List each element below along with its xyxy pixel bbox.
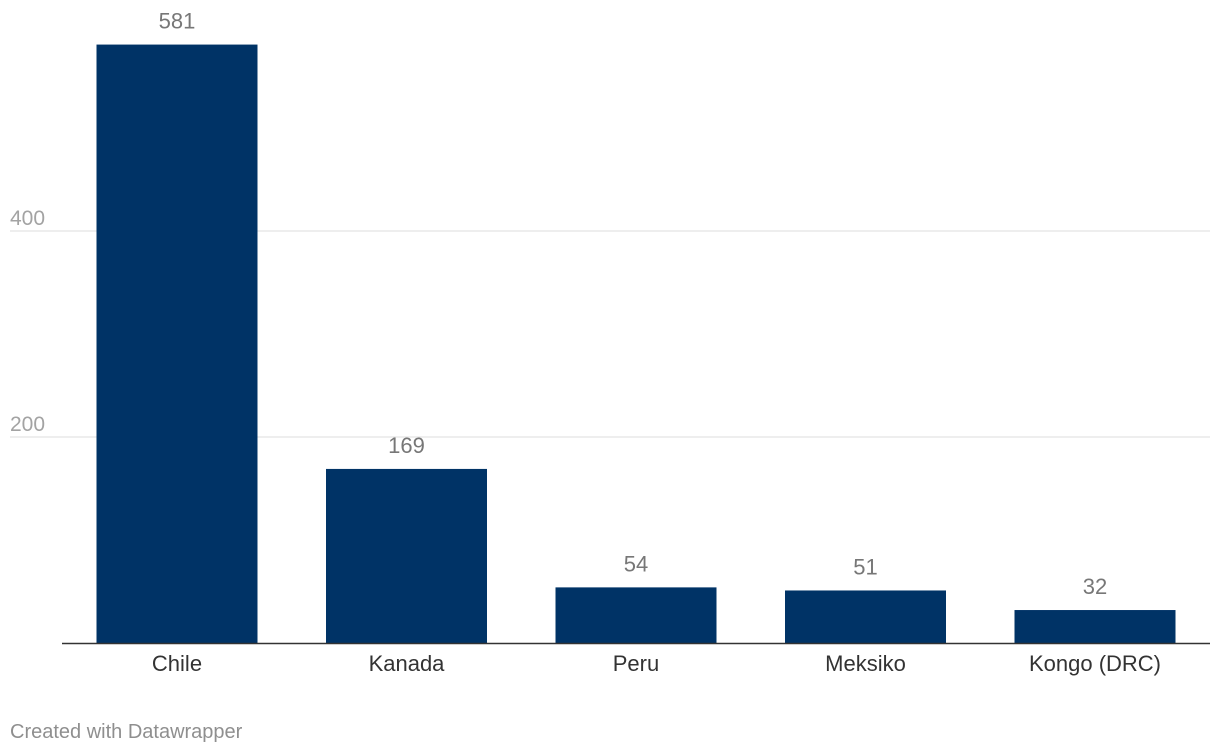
- data-label-chile: 581: [159, 9, 196, 34]
- y-tick-label-400: 400: [10, 207, 45, 230]
- bar-peru[interactable]: [555, 587, 717, 643]
- bar-layer: [96, 44, 1176, 643]
- x-tick-label-peru: Peru: [613, 651, 659, 676]
- bar-kongo-drc[interactable]: [1014, 610, 1176, 643]
- x-tick-label-kongo-drc: Kongo (DRC): [1029, 651, 1161, 676]
- bar-meksiko[interactable]: [785, 590, 946, 643]
- data-label-peru: 54: [624, 551, 648, 576]
- data-label-meksiko: 51: [853, 554, 877, 579]
- label-layer: 581 Chile 169 Kanada 54 Peru 51 Meksiko 32 Kongo …: [152, 9, 1161, 676]
- grid-layer: 200 400: [10, 207, 1210, 438]
- bar-kanada[interactable]: [326, 468, 487, 643]
- x-tick-label-kanada: Kanada: [369, 651, 446, 676]
- data-label-kanada: 169: [388, 433, 425, 458]
- y-tick-label-200: 200: [10, 413, 45, 436]
- x-tick-label-chile: Chile: [152, 651, 202, 676]
- bar-chile[interactable]: [96, 44, 258, 643]
- datawrapper-credit[interactable]: Created with Datawrapper: [10, 721, 243, 743]
- x-tick-label-meksiko: Meksiko: [825, 651, 906, 676]
- data-label-kongo-drc: 32: [1083, 574, 1107, 599]
